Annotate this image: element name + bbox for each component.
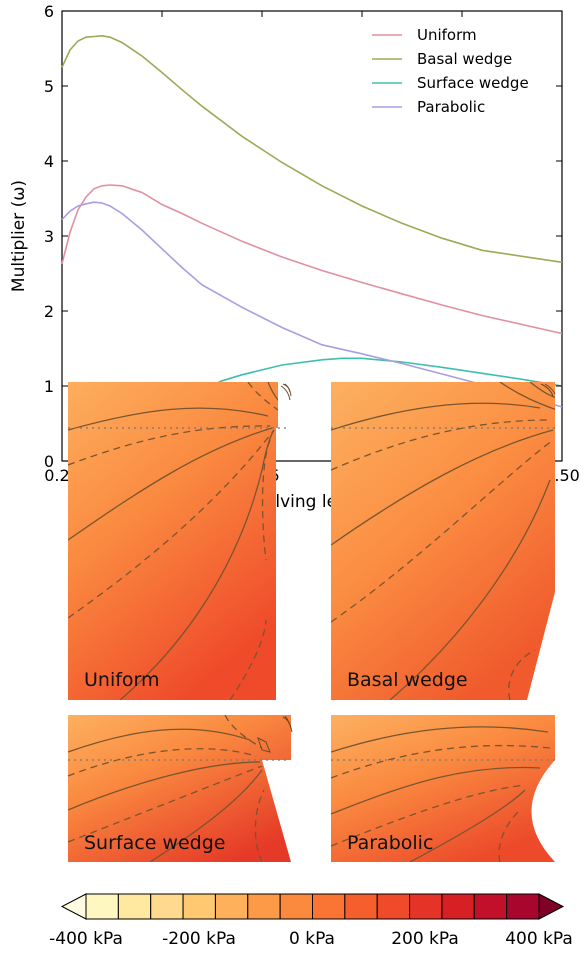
y-tick-label: 5 — [44, 77, 54, 96]
y-axis-label: Multiplier (ω) — [9, 180, 29, 292]
legend-entry: Basal wedge — [417, 50, 512, 68]
stress-panel-uniform: Uniform — [68, 382, 292, 700]
series-line-basal-wedge — [61, 34, 563, 264]
colorbar-swatch — [473, 893, 508, 920]
colorbar-swatch — [441, 893, 475, 920]
y-tick-label: 6 — [44, 2, 54, 21]
legend-entry: Uniform — [417, 26, 477, 44]
colorbar-tick-label: -400 kPa — [49, 929, 123, 949]
colorbar-swatch — [312, 893, 346, 920]
stress-panel-parabolic: Parabolic — [331, 715, 555, 862]
colorbar-swatch — [182, 893, 216, 920]
panel-label: Uniform — [84, 669, 160, 691]
colorbar-swatch — [85, 893, 119, 920]
colorbar-swatch — [506, 893, 540, 920]
y-tick-label: 4 — [44, 152, 54, 171]
panel-label: Surface wedge — [84, 832, 225, 854]
colorbar-swatch — [117, 893, 152, 920]
colorbar-swatch — [409, 893, 443, 920]
colorbar-swatch — [279, 893, 313, 920]
panel-label: Basal wedge — [347, 669, 468, 691]
stress-panel-basal-wedge: Basal wedge — [331, 382, 556, 700]
legend-entry: Parabolic — [417, 98, 485, 116]
colorbar-swatch — [214, 893, 249, 920]
colorbar: -400 kPa -200 kPa 0 kPa 200 kPa 400 kPa — [49, 893, 573, 949]
colorbar-swatches — [60, 893, 565, 920]
legend-entry: Surface wedge — [417, 74, 529, 92]
colorbar-tick-label: 400 kPa — [505, 929, 573, 949]
legend: Uniform Basal wedge Surface wedge Parabolic — [372, 26, 529, 116]
colorbar-tick-label: 0 kPa — [289, 929, 335, 949]
colorbar-tick-label: 200 kPa — [391, 929, 459, 949]
series-line-uniform — [61, 184, 563, 335]
series-line-parabolic — [61, 201, 563, 408]
colorbar-ticks: -400 kPa -200 kPa 0 kPa 200 kPa 400 kPa — [49, 929, 573, 949]
colorbar-swatch — [344, 893, 378, 920]
colorbar-swatch — [376, 893, 411, 920]
stress-panel-surface-wedge: Surface wedge — [68, 715, 293, 862]
y-tick-label: 2 — [44, 302, 54, 321]
colorbar-swatch — [247, 893, 281, 920]
colorbar-high-extend — [538, 893, 565, 920]
colorbar-low-extend — [60, 893, 87, 920]
y-axis-ticks: 0 1 2 3 4 5 6 — [44, 2, 562, 471]
panel-label: Parabolic — [347, 832, 433, 854]
y-tick-label: 3 — [44, 227, 54, 246]
colorbar-swatch — [150, 893, 184, 920]
colorbar-tick-label: -200 kPa — [162, 929, 236, 949]
y-tick-label: 0 — [44, 452, 54, 471]
y-tick-label: 1 — [44, 377, 54, 396]
